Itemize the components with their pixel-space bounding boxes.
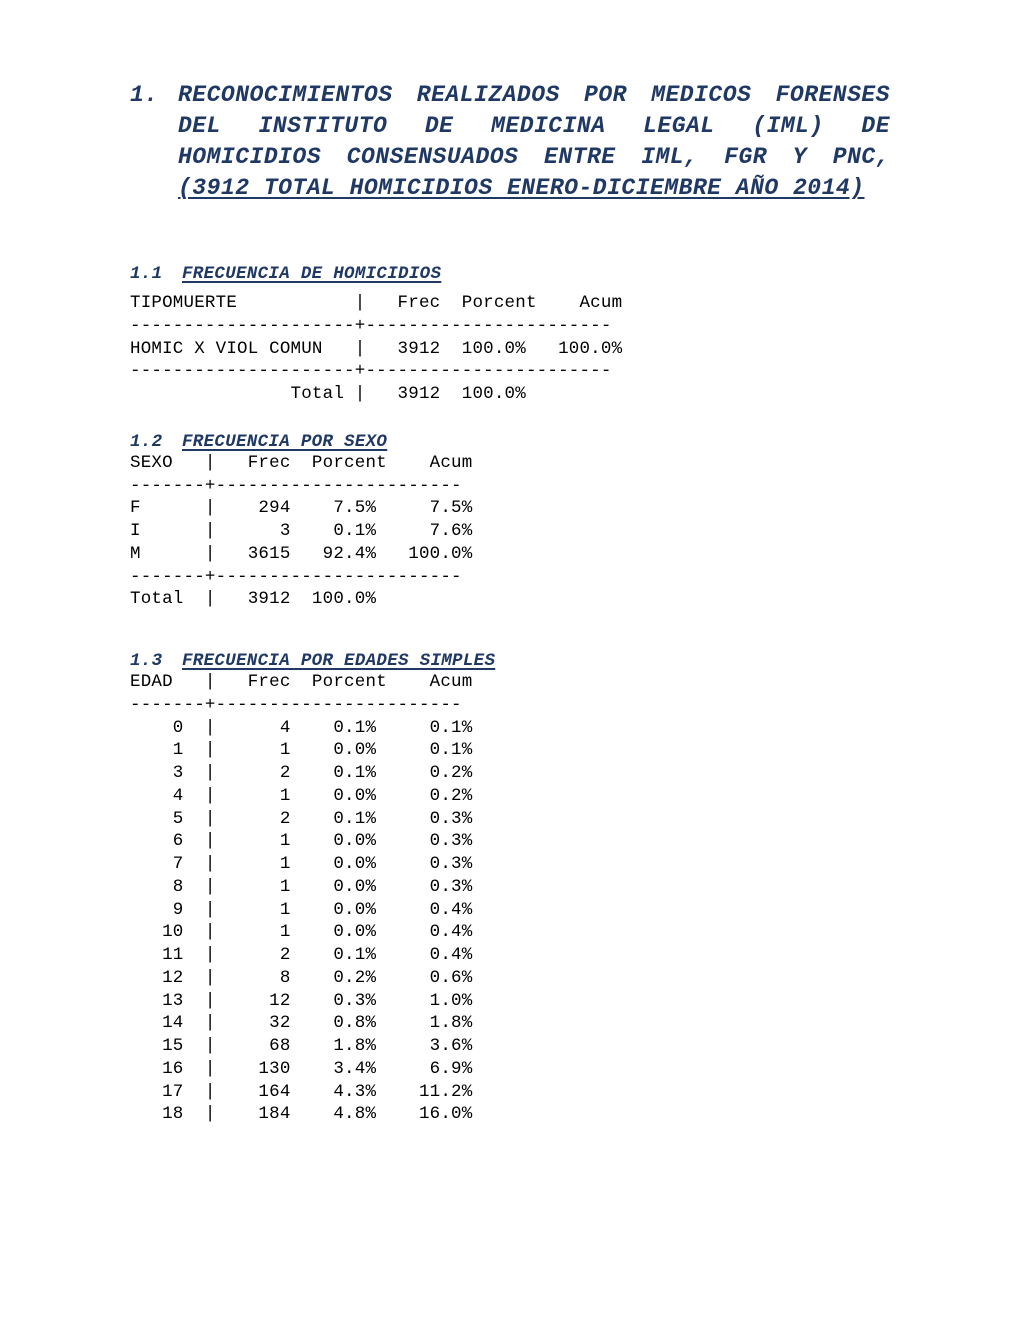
table-3-row-10: 11 | 2 0.1% 0.4% [130, 945, 472, 965]
table-3-row-5: 6 | 1 0.0% 0.3% [130, 831, 472, 851]
table-1: TIPOMUERTE | Frec Porcent Acum ---------… [130, 292, 890, 406]
table-3-divider: -------+----------------------- [130, 695, 462, 715]
table-2-divider: -------+----------------------- [130, 476, 462, 496]
table-3-row-1: 1 | 1 0.0% 0.1% [130, 740, 472, 760]
table-3-row-13: 14 | 32 0.8% 1.8% [130, 1013, 472, 1033]
table-3-row-4: 5 | 2 0.1% 0.3% [130, 809, 472, 829]
table-2-row-0: F | 294 7.5% 7.5% [130, 498, 472, 518]
table-1-divider-2: ---------------------+------------------… [130, 361, 612, 381]
section-1-number: 1.1 [130, 264, 182, 284]
table-3-row-9: 10 | 1 0.0% 0.4% [130, 922, 472, 942]
table-1-header: TIPOMUERTE | Frec Porcent Acum [130, 293, 622, 313]
title-number: 1. [130, 80, 178, 111]
table-2-row-2: M | 3615 92.4% 100.0% [130, 544, 472, 564]
table-1-total: Total | 3912 100.0% [130, 384, 526, 404]
section-3: 1.3FRECUENCIA POR EDADES SIMPLES EDAD | … [130, 651, 890, 1126]
section-2-header: 1.2FRECUENCIA POR SEXO [130, 432, 890, 452]
table-2-divider-2: -------+----------------------- [130, 567, 462, 587]
title-underlined-text: (3912 TOTAL HOMICIDIOS ENERO-DICIEMBRE A… [178, 175, 865, 201]
table-3-row-7: 8 | 1 0.0% 0.3% [130, 877, 472, 897]
section-3-title: FRECUENCIA POR EDADES SIMPLES [182, 651, 495, 671]
table-1-row: HOMIC X VIOL COMUN | 3912 100.0% 100.0% [130, 339, 622, 359]
section-1-header: 1.1FRECUENCIA DE HOMICIDIOS [130, 264, 890, 284]
section-1-title: FRECUENCIA DE HOMICIDIOS [182, 264, 441, 284]
section-2-number: 1.2 [130, 432, 182, 452]
section-2: 1.2FRECUENCIA POR SEXO SEXO | Frec Porce… [130, 432, 890, 611]
section-3-number: 1.3 [130, 651, 182, 671]
table-2-row-1: I | 3 0.1% 7.6% [130, 521, 472, 541]
table-3-row-12: 13 | 12 0.3% 1.0% [130, 991, 472, 1011]
section-1: 1.1FRECUENCIA DE HOMICIDIOS TIPOMUERTE |… [130, 264, 890, 406]
table-2-header: SEXO | Frec Porcent Acum [130, 453, 472, 473]
table-3-row-3: 4 | 1 0.0% 0.2% [130, 786, 472, 806]
table-3-row-8: 9 | 1 0.0% 0.4% [130, 900, 472, 920]
section-2-title: FRECUENCIA POR SEXO [182, 432, 387, 452]
table-3-row-2: 3 | 2 0.1% 0.2% [130, 763, 472, 783]
table-3-row-14: 15 | 68 1.8% 3.6% [130, 1036, 472, 1056]
section-3-header: 1.3FRECUENCIA POR EDADES SIMPLES [130, 651, 890, 671]
table-3-row-16: 17 | 164 4.3% 11.2% [130, 1082, 472, 1102]
table-3-row-11: 12 | 8 0.2% 0.6% [130, 968, 472, 988]
table-2-total: Total | 3912 100.0% [130, 589, 376, 609]
table-3: EDAD | Frec Porcent Acum -------+-------… [130, 671, 890, 1126]
table-3-row-6: 7 | 1 0.0% 0.3% [130, 854, 472, 874]
table-2: SEXO | Frec Porcent Acum -------+-------… [130, 452, 890, 611]
table-3-header: EDAD | Frec Porcent Acum [130, 672, 472, 692]
table-1-divider: ---------------------+------------------… [130, 316, 612, 336]
table-3-row-0: 0 | 4 0.1% 0.1% [130, 718, 472, 738]
document-title: 1.RECONOCIMIENTOS REALIZADOS POR MEDICOS… [130, 80, 890, 204]
table-3-row-15: 16 | 130 3.4% 6.9% [130, 1059, 472, 1079]
table-3-row-17: 18 | 184 4.8% 16.0% [130, 1104, 472, 1124]
title-main-text: RECONOCIMIENTOS REALIZADOS POR MEDICOS F… [178, 82, 890, 170]
